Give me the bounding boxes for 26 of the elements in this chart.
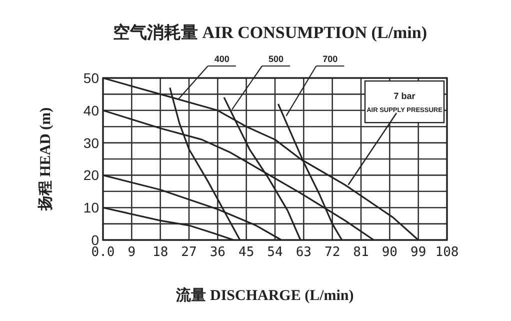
x-tick-label: 36 [210,245,226,260]
y-tick-label: 20 [83,167,100,184]
x-tick-label: 81 [353,245,369,260]
text: 700 [322,54,338,64]
x-tick-label: 72 [324,245,340,260]
x-tick-label: 108 [435,245,459,260]
x-tick-label: 0.0 [91,245,115,260]
x-tick-label: 45 [238,245,254,260]
x-tick-label: 63 [296,245,312,260]
y-tick-label: 40 [83,102,100,118]
y-tick-label: 0 [91,232,100,248]
x-tick-label: 54 [267,245,283,260]
chart-title: 空气消耗量 AIR CONSUMPTION (L/min) [112,23,428,42]
y-tick-label: 10 [83,200,100,216]
text: 400 [214,54,230,64]
x-axis-title: 流量 DISCHARGE (L/min) [175,286,354,304]
text: 500 [268,54,284,64]
x-tick-label: 9 [128,245,136,260]
x-tick-label: 99 [410,245,426,260]
y-tick-label: 50 [83,70,100,86]
x-tick-label: 90 [382,245,398,260]
y-tick-label: 30 [83,134,100,151]
x-tick-label: 18 [152,245,168,260]
y-axis-title: 扬程 HEAD (m) [37,107,54,212]
x-tick-label: 27 [181,245,197,260]
annotation: 7 bar [394,91,416,101]
